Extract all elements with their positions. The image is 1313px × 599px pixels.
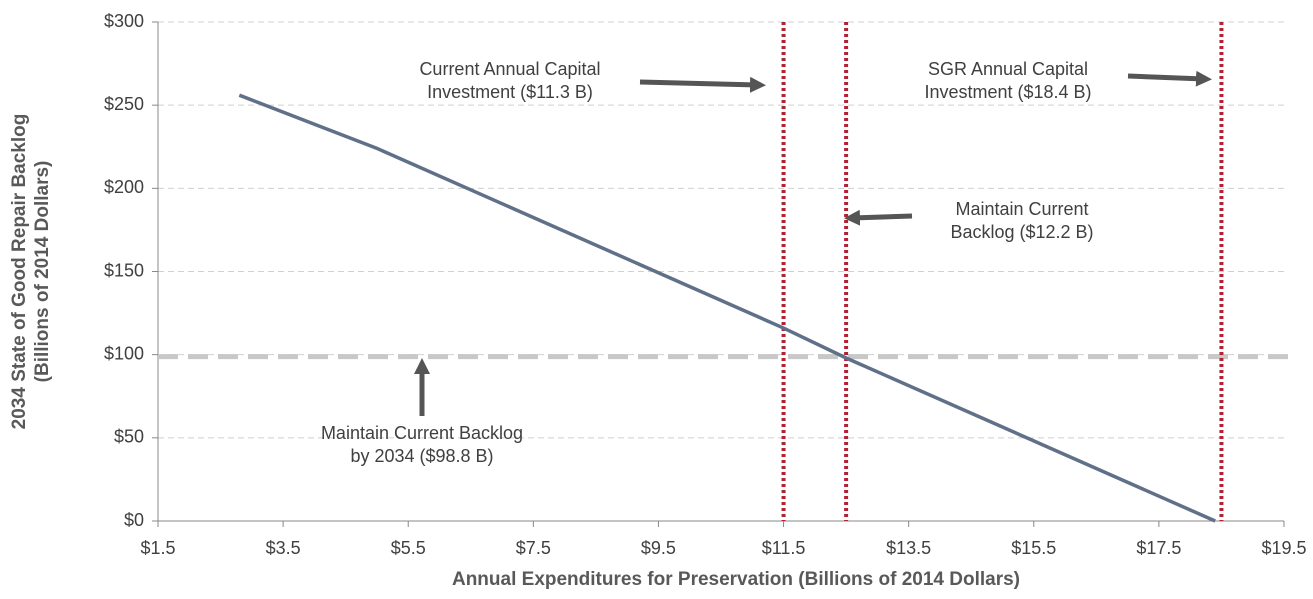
x-tick-label: $17.5 — [1136, 538, 1181, 558]
y-tick-label: $250 — [104, 94, 144, 114]
y-tick-label: $0 — [124, 510, 144, 530]
y-tick-label: $50 — [114, 427, 144, 447]
data-line — [238, 93, 1216, 523]
arrows — [413, 70, 1212, 416]
x-tick-label: $3.5 — [266, 538, 301, 558]
y-tick-label: $200 — [104, 177, 144, 197]
arrow — [844, 209, 913, 226]
arrow — [1127, 70, 1212, 87]
annotation: SGR Annual Capital — [928, 59, 1088, 79]
y-axis-title: (Billions of 2014 Dollars) — [32, 161, 53, 383]
y-tick-label: $150 — [104, 260, 144, 280]
x-tick-label: $7.5 — [516, 538, 551, 558]
x-axis-title: Annual Expenditures for Preservation (Bi… — [452, 569, 1020, 590]
annotation: Backlog ($12.2 B) — [950, 222, 1093, 242]
annotation: Maintain Current Backlog — [321, 423, 523, 443]
x-tick-label: $19.5 — [1261, 538, 1306, 558]
annotation: Investment ($11.3 B) — [427, 82, 593, 102]
arrow — [639, 76, 766, 93]
x-tick-label: $13.5 — [886, 538, 931, 558]
annotation: by 2034 ($98.8 B) — [350, 446, 493, 466]
x-tick-label: $5.5 — [391, 538, 426, 558]
annotation: Maintain Current — [955, 199, 1088, 219]
y-tick-label: $100 — [104, 343, 144, 363]
annotation: Current Annual Capital — [419, 59, 600, 79]
x-tick-label: $11.5 — [762, 538, 806, 558]
y-tick-label: $300 — [104, 11, 144, 31]
y-axis-title: 2034 State of Good Repair Backlog — [9, 114, 30, 430]
annotation: Investment ($18.4 B) — [924, 82, 1091, 102]
x-tick-label: $15.5 — [1011, 538, 1056, 558]
x-tick-label: $9.5 — [641, 538, 676, 558]
x-tick-label: $1.5 — [140, 538, 175, 558]
